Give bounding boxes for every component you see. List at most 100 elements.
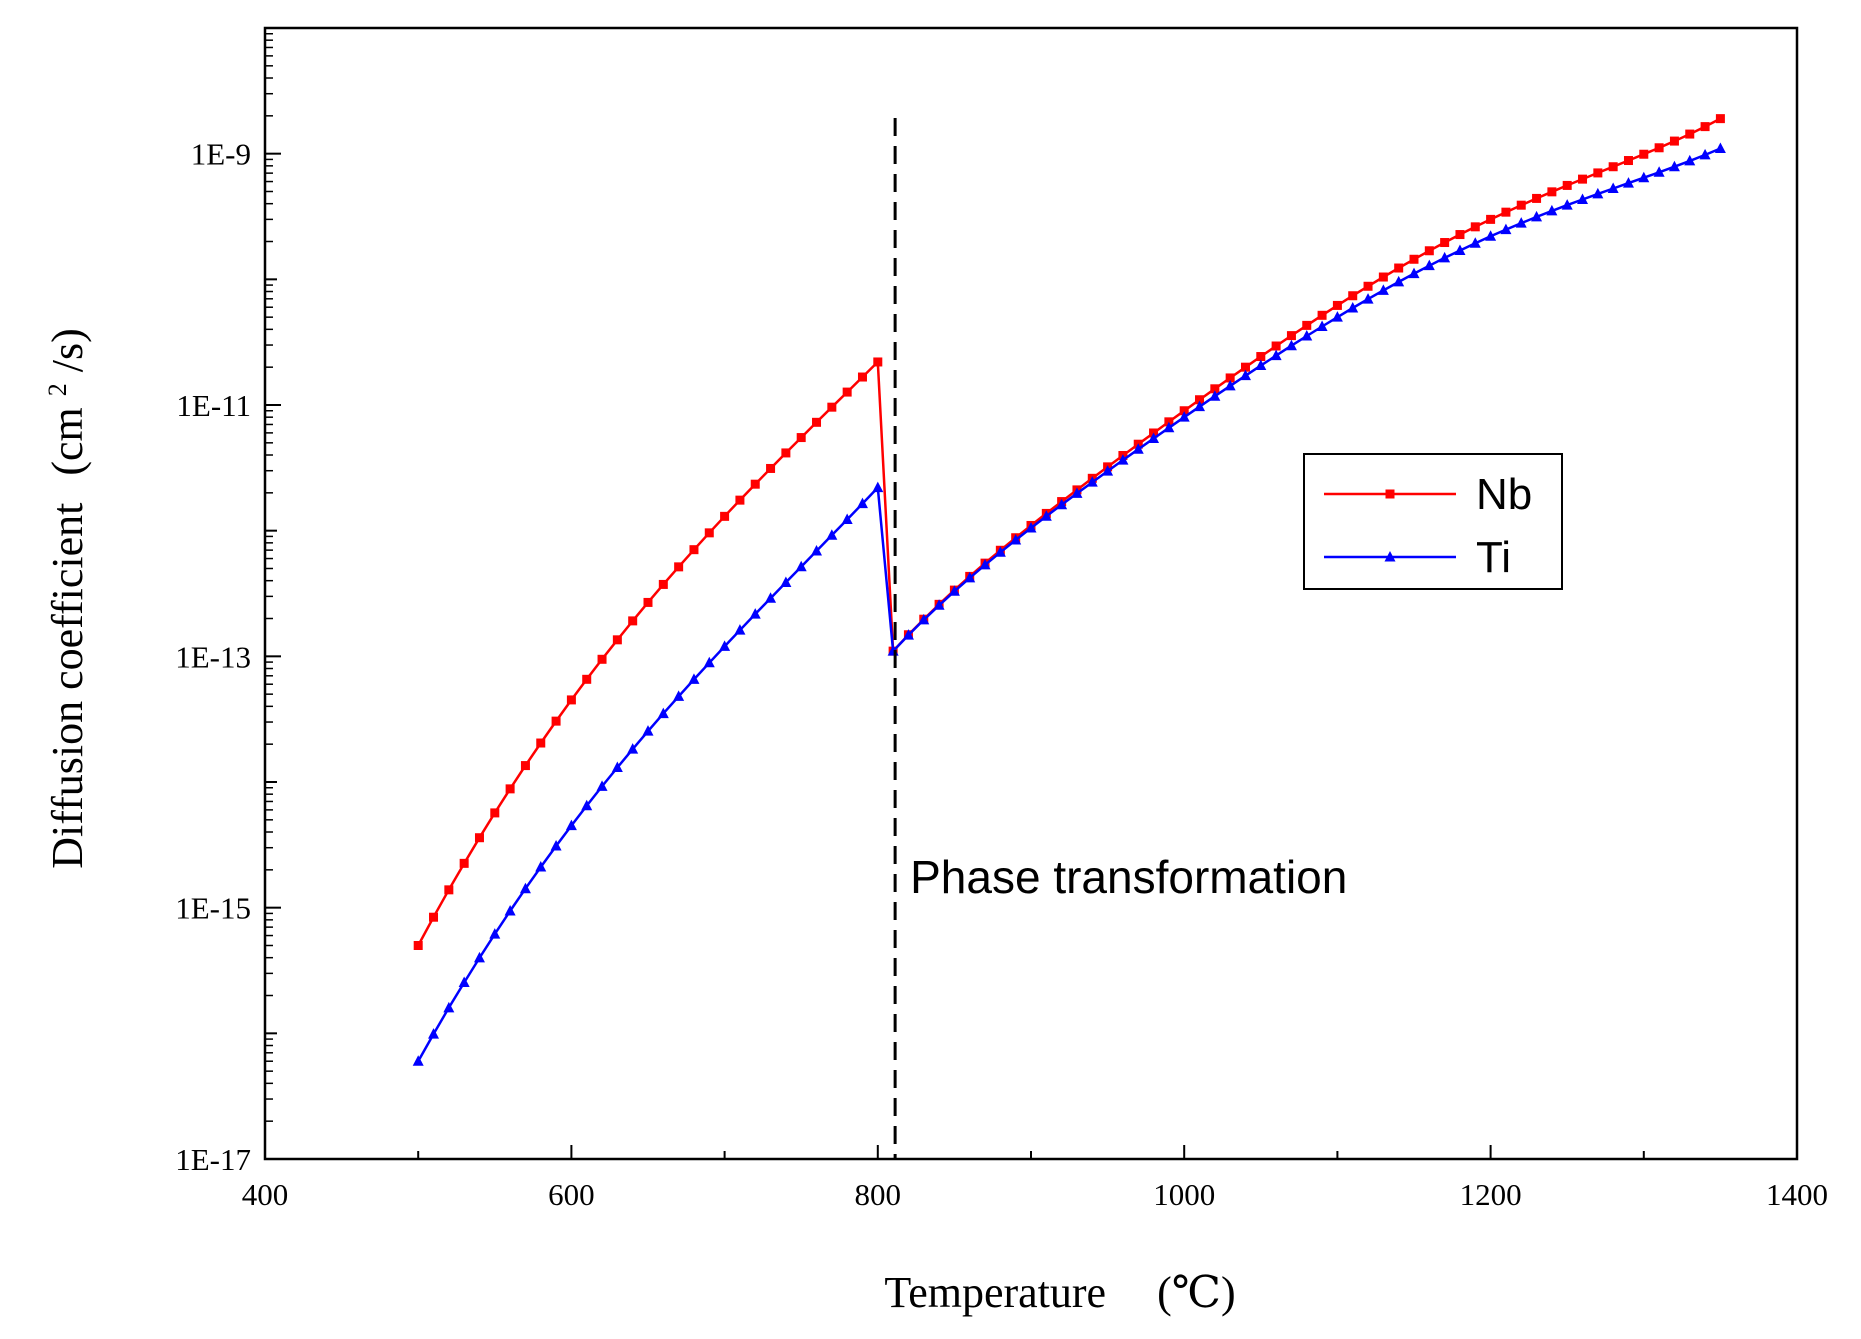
data-point	[994, 546, 1006, 557]
data-point	[857, 372, 867, 382]
data-point	[1316, 320, 1328, 332]
y-tick-label: 1E-13	[175, 639, 251, 674]
data-point	[1486, 214, 1496, 224]
phase-transformation-label: Phase transformation	[910, 851, 1347, 903]
data-point	[474, 833, 484, 843]
series-ti	[412, 142, 1726, 1066]
legend-box	[1303, 453, 1563, 590]
data-point	[1500, 223, 1512, 235]
data-point	[1040, 510, 1052, 521]
data-point	[1515, 217, 1527, 228]
data-point	[443, 1001, 455, 1013]
data-point	[872, 481, 884, 493]
data-point	[1377, 284, 1389, 295]
data-point	[1562, 180, 1572, 190]
data-point	[1638, 171, 1650, 183]
data-point	[795, 560, 807, 572]
data-point	[1714, 142, 1726, 153]
x-axis-label: Temperature	[884, 1268, 1106, 1317]
data-point	[1317, 310, 1327, 320]
data-point	[1699, 148, 1711, 160]
data-point	[551, 716, 561, 726]
data-point	[1348, 291, 1358, 301]
data-point	[550, 840, 562, 851]
data-point	[1256, 352, 1266, 362]
legend: Nb Ti	[1303, 453, 1563, 590]
data-point	[811, 544, 823, 556]
y-axis-unit-superscript: 2	[43, 383, 72, 396]
data-point	[1394, 263, 1404, 273]
data-point	[1561, 199, 1573, 210]
y-tick-label: 1E-11	[176, 388, 251, 423]
data-point	[765, 592, 777, 603]
data-point	[1239, 369, 1251, 381]
data-point	[1362, 293, 1374, 304]
data-point	[688, 673, 700, 684]
data-point	[1255, 359, 1267, 371]
data-point	[1301, 330, 1313, 341]
data-point	[1384, 551, 1396, 562]
data-point	[458, 976, 470, 987]
data-point	[1408, 267, 1420, 279]
data-point	[719, 640, 731, 651]
data-point	[612, 635, 622, 645]
data-point	[827, 402, 837, 412]
plot-frame	[263, 26, 1799, 1161]
data-point	[1439, 251, 1451, 263]
data-point	[1285, 339, 1297, 351]
data-point	[1455, 230, 1465, 240]
data-point	[1485, 230, 1497, 241]
data-point	[1010, 533, 1022, 545]
data-point	[520, 761, 530, 771]
data-point	[1225, 373, 1235, 383]
data-point	[519, 882, 531, 894]
data-point	[1454, 244, 1466, 255]
data-point	[489, 928, 501, 939]
y-tick-label: 1E-15	[175, 891, 251, 926]
data-point	[412, 1055, 424, 1066]
y-tick-label: 1E-17	[175, 1142, 251, 1177]
data-point	[581, 799, 593, 811]
data-point	[856, 497, 868, 509]
data-point	[627, 743, 639, 754]
data-point	[1385, 489, 1395, 499]
data-point	[902, 629, 914, 640]
data-point	[1577, 193, 1589, 204]
data-point	[1332, 300, 1342, 310]
x-tick-label: 800	[855, 1177, 902, 1212]
data-point	[429, 912, 439, 922]
data-point	[1547, 187, 1557, 197]
data-point	[1578, 174, 1588, 184]
y-tick-label: 1E-9	[191, 137, 251, 172]
data-point	[1639, 149, 1649, 159]
data-point	[704, 528, 714, 538]
data-point	[781, 448, 791, 458]
data-point	[1593, 168, 1603, 178]
x-tick-label: 1200	[1460, 1177, 1522, 1212]
data-point	[689, 545, 699, 555]
data-point	[1700, 122, 1710, 132]
data-point	[596, 780, 608, 791]
data-point	[750, 479, 760, 489]
data-point	[673, 690, 685, 701]
data-point	[1546, 204, 1558, 216]
data-point	[1195, 395, 1205, 405]
data-point	[1286, 331, 1296, 341]
data-point	[1669, 136, 1679, 146]
data-point	[1148, 432, 1160, 443]
data-point	[1423, 259, 1435, 271]
data-point	[1608, 162, 1618, 172]
data-point	[1424, 246, 1434, 256]
data-point	[1531, 210, 1543, 222]
data-point	[597, 654, 607, 664]
data-point	[1347, 302, 1359, 313]
data-point	[1592, 187, 1604, 199]
data-point	[582, 674, 592, 684]
data-point	[826, 529, 838, 540]
data-point	[703, 656, 715, 668]
legend-label: Nb	[1476, 470, 1532, 519]
data-point	[796, 433, 806, 443]
data-point	[1271, 341, 1281, 351]
y-axis-title: Diffusion coefficient (cm 2 /s)	[27, 328, 92, 869]
x-tick-label: 1000	[1153, 1177, 1215, 1212]
